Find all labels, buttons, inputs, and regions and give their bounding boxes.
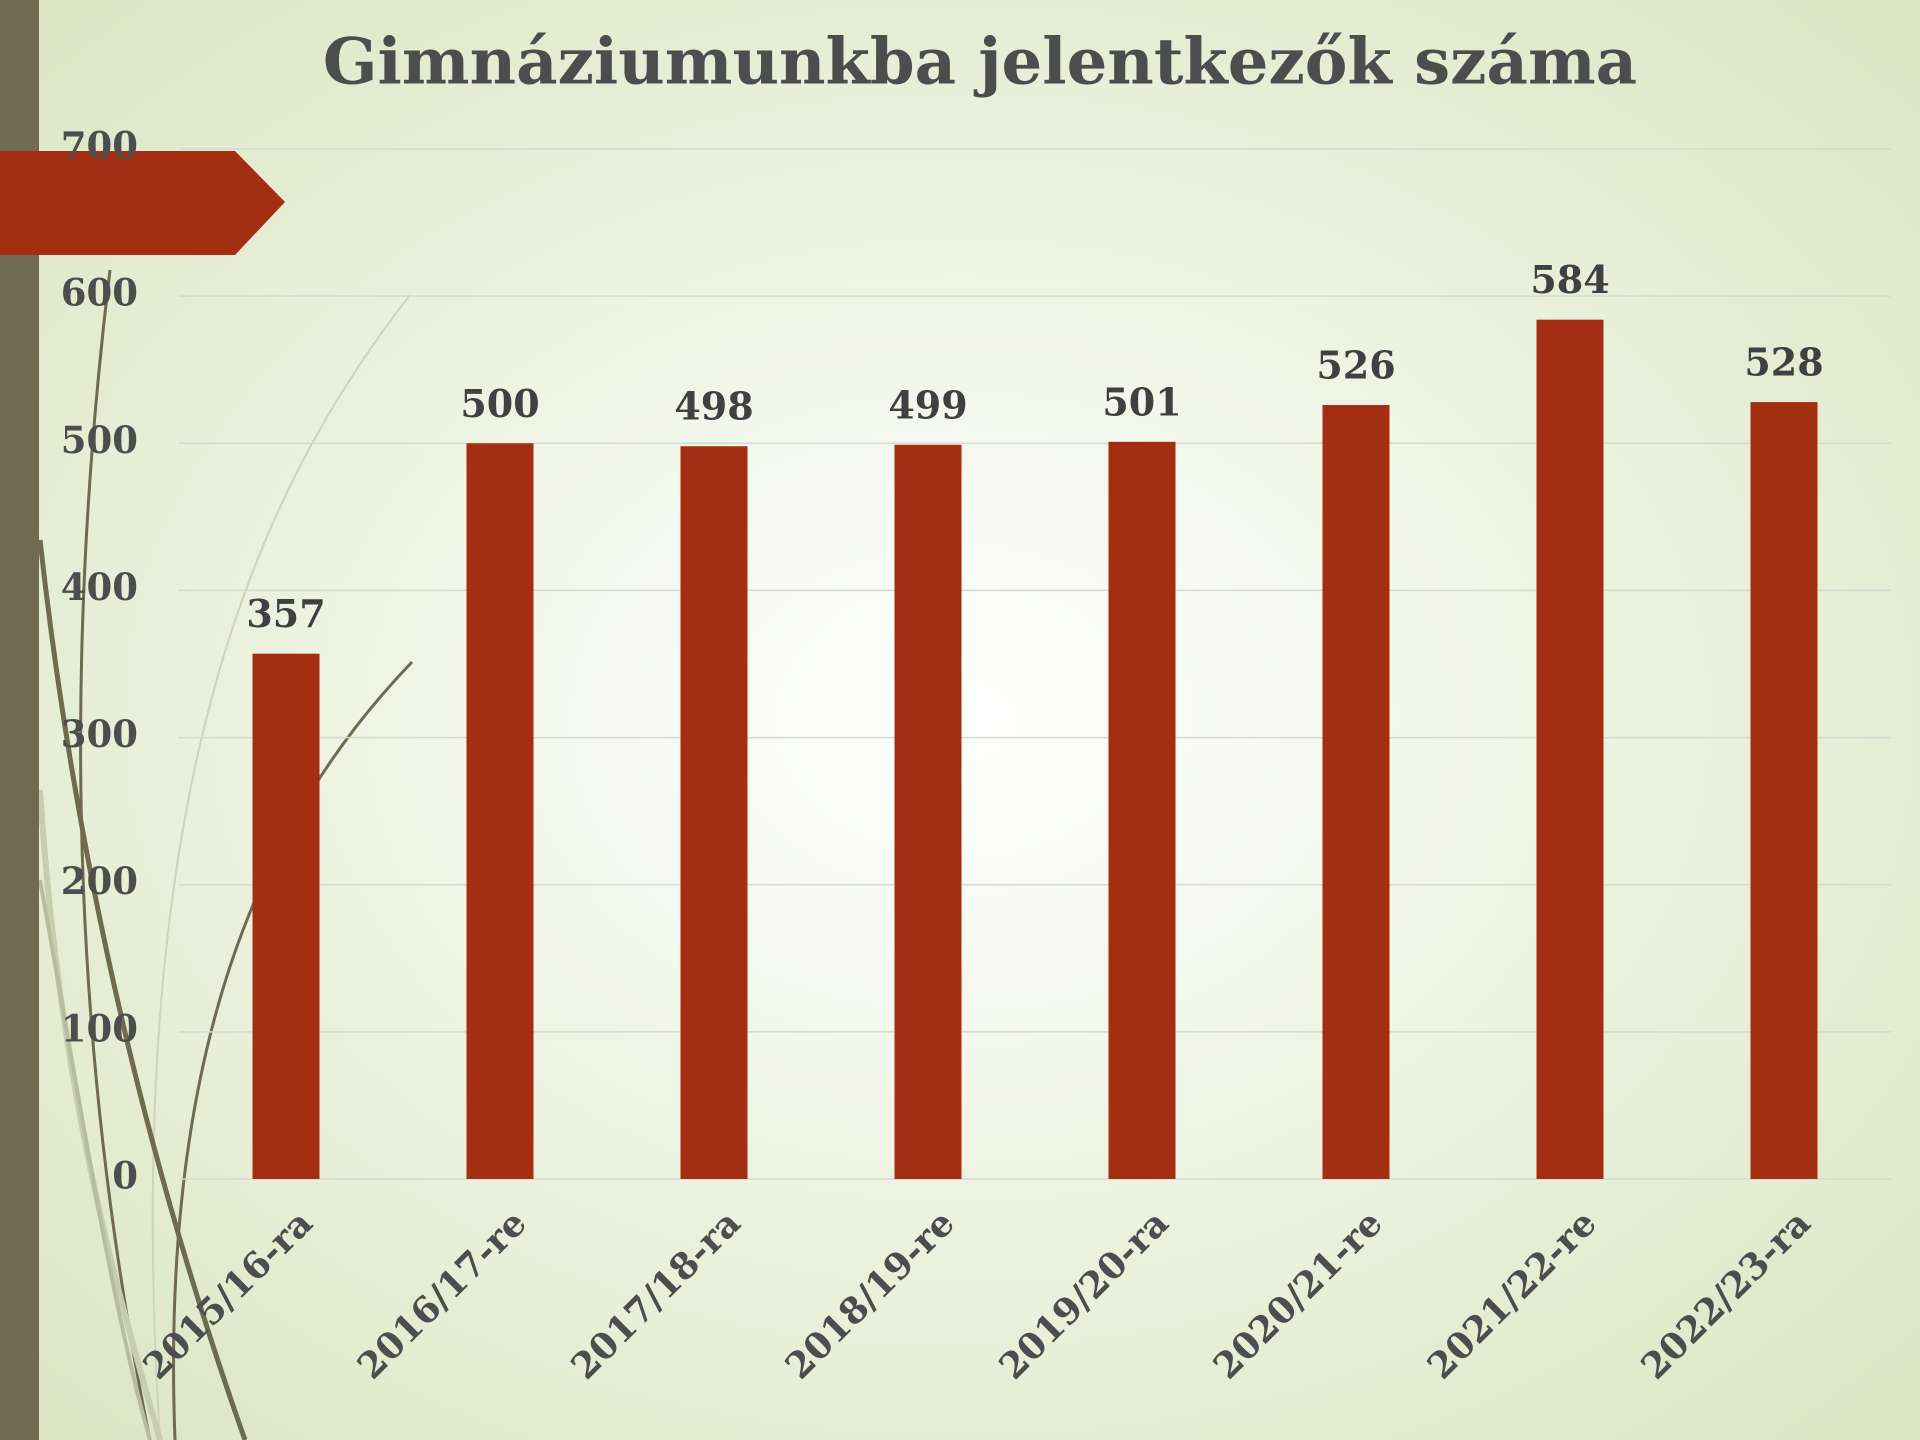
- data-label: 357: [246, 591, 325, 636]
- bar: [1750, 402, 1818, 1180]
- bar: [1322, 405, 1390, 1179]
- bar: [466, 443, 534, 1179]
- banner-arrow: [0, 151, 285, 255]
- y-tick-label: 200: [61, 859, 138, 903]
- y-tick-label: 700: [61, 124, 138, 168]
- data-label: 498: [674, 384, 753, 429]
- decoration: [37, 269, 414, 1440]
- y-tick-label: 100: [61, 1006, 138, 1050]
- y-tick-label: 0: [112, 1154, 138, 1198]
- data-label: 584: [1530, 257, 1609, 302]
- data-label: 501: [1102, 379, 1181, 424]
- data-label: 526: [1316, 343, 1395, 388]
- data-label: 528: [1744, 340, 1823, 385]
- bar: [1536, 319, 1604, 1180]
- bar: [680, 446, 748, 1179]
- y-tick-label: 400: [61, 565, 138, 609]
- y-tick-label: 300: [61, 712, 138, 756]
- chart-title: Gimnáziumunkba jelentkezők száma: [323, 25, 1637, 100]
- data-label: 499: [888, 382, 967, 427]
- bar: [894, 444, 962, 1179]
- data-label: 500: [460, 381, 539, 426]
- y-tick-label: 500: [61, 418, 138, 462]
- y-tick-label: 600: [61, 271, 138, 315]
- bar: [1108, 441, 1176, 1179]
- bar: [252, 653, 320, 1179]
